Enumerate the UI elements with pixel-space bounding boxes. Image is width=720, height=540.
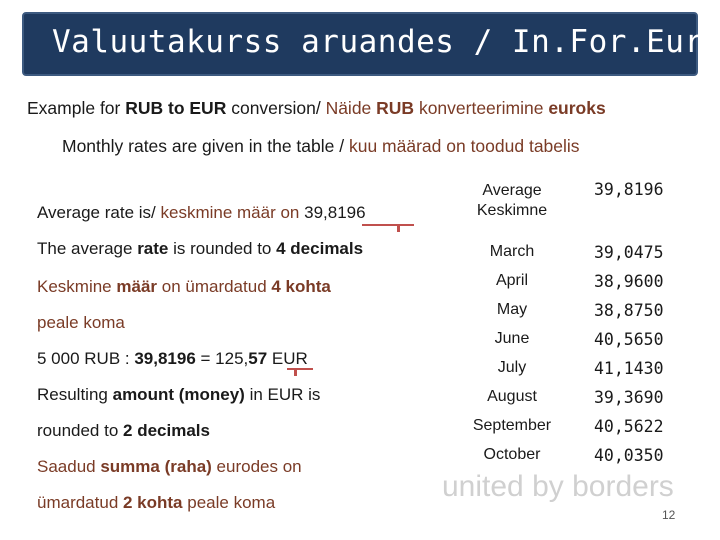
row-value: 40,5622 <box>594 417 664 436</box>
monthly-line: Monthly rates are given in the table / k… <box>62 136 580 157</box>
header-label: Average Keskimne <box>443 168 581 243</box>
peale-koma-line: peale koma <box>37 313 125 332</box>
keskmine-text-4: 4 kohta <box>271 277 331 296</box>
intro-text-4: Näide <box>325 98 377 118</box>
keskmine-line: Keskmine määr on ümardatud 4 kohta <box>37 277 331 297</box>
intro-text-7: euroks <box>548 98 606 118</box>
rounded2-line: rounded to 2 decimals <box>37 421 210 441</box>
result-text-2: amount (money) <box>112 385 245 404</box>
header-value: 39,8196 <box>594 180 664 199</box>
umard-text-1: ümardatud <box>37 493 123 512</box>
row-month: March <box>489 243 535 260</box>
monthly-text-en: Monthly rates are given in the table / <box>62 136 349 156</box>
saadud-text-2: summa (raha) <box>100 457 212 476</box>
saadud-text-3: eurodes on <box>211 457 302 476</box>
row-value: 38,9600 <box>594 272 664 291</box>
keskmine-text-1: Keskmine <box>37 277 117 296</box>
umardatud-line: ümardatud 2 kohta peale koma <box>37 493 275 513</box>
row-value: 39,3690 <box>594 388 664 407</box>
table-header-row: Average Keskimne 39,8196 <box>443 168 697 243</box>
keskmine-text-3: on ümardatud <box>157 277 272 296</box>
avg-text-et: keskmine määr on <box>160 203 305 222</box>
monthly-text-et: kuu määrad on toodud tabelis <box>348 136 580 156</box>
intro-text-2: RUB to EUR <box>125 98 227 118</box>
calc-rate: 39,8196 <box>134 349 196 368</box>
calc-currency: EUR <box>267 349 308 368</box>
rounded-text-1: The average <box>37 239 138 258</box>
intro-text-6: konverteerimine <box>414 98 549 118</box>
avg-value: 39,8196 <box>304 203 366 222</box>
average-rate-line: Average rate is/ keskmine määr on 39,819… <box>37 203 366 223</box>
row-month: June <box>494 330 530 347</box>
calculation-line: 5 000 RUB : 39,8196 = 125,57 EUR <box>37 349 308 369</box>
row-value: 41,1430 <box>594 359 664 378</box>
calc-text-3: = 125, <box>195 349 249 368</box>
avg-marker-tick <box>397 224 400 232</box>
row-value: 38,8750 <box>594 301 664 320</box>
result-text-3: in EUR is <box>244 385 321 404</box>
rounded-text-4: 4 decimals <box>276 239 364 258</box>
page-number: 12 <box>662 508 676 522</box>
table-row: July 41,1430 <box>443 359 697 388</box>
row-month: July <box>497 359 527 376</box>
calc-text-1: 5 000 RUB : <box>37 349 135 368</box>
row-month: October <box>483 446 541 463</box>
watermark-text: united by borders <box>442 470 674 503</box>
calc-underline-marker <box>287 368 313 370</box>
table-row: August 39,3690 <box>443 388 697 417</box>
table-row: April 38,9600 <box>443 272 697 301</box>
avg-underline-marker <box>362 224 414 226</box>
row-month: May <box>496 301 528 318</box>
rounded2-text-1: rounded to <box>37 421 124 440</box>
table-row: May 38,8750 <box>443 301 697 330</box>
result-line: Resulting amount (money) in EUR is <box>37 385 320 405</box>
table-row: March 39,0475 <box>443 243 697 272</box>
monthly-rates-table: Average Keskimne 39,8196 March 39,0475 A… <box>443 168 697 475</box>
rounded-line: The average rate is rounded to 4 decimal… <box>37 239 363 259</box>
header-label-en: Average <box>482 182 542 199</box>
table-row: June 40,5650 <box>443 330 697 359</box>
intro-text-5: RUB <box>376 98 415 118</box>
saadud-line: Saadud summa (raha) eurodes on <box>37 457 302 477</box>
row-month: April <box>495 272 528 289</box>
result-text-1: Resulting <box>37 385 113 404</box>
umard-text-2: 2 kohta <box>123 493 183 512</box>
title-bar: Valuutakurss aruandes / In.For.Eur <box>22 12 703 76</box>
table-row: October 40,0350 <box>443 446 697 475</box>
row-value: 40,5650 <box>594 330 664 349</box>
intro-line: Example for RUB to EUR conversion/ Näide… <box>27 98 606 119</box>
slide-title: Valuutakurss aruandes / In.For.Eur <box>52 24 704 60</box>
rounded2-text-2: 2 decimals <box>123 421 210 440</box>
row-value: 39,0475 <box>594 243 664 262</box>
calc-cents: 57 <box>248 349 268 368</box>
row-month: August <box>487 388 537 405</box>
intro-text-3: conversion/ <box>226 98 326 118</box>
calc-marker-tick <box>294 368 297 376</box>
rounded-text-3: is rounded to <box>168 239 277 258</box>
table-row: September 40,5622 <box>443 417 697 446</box>
rounded-text-2: rate <box>137 239 169 258</box>
row-value: 40,0350 <box>594 446 664 465</box>
umard-text-3: peale koma <box>182 493 276 512</box>
keskmine-text-2: määr <box>116 277 158 296</box>
avg-text-en: Average rate is/ <box>37 203 161 222</box>
saadud-text-1: Saadud <box>37 457 101 476</box>
intro-text-1: Example for <box>27 98 126 118</box>
row-month: September <box>472 417 552 434</box>
header-label-et: Keskimne <box>476 202 548 219</box>
